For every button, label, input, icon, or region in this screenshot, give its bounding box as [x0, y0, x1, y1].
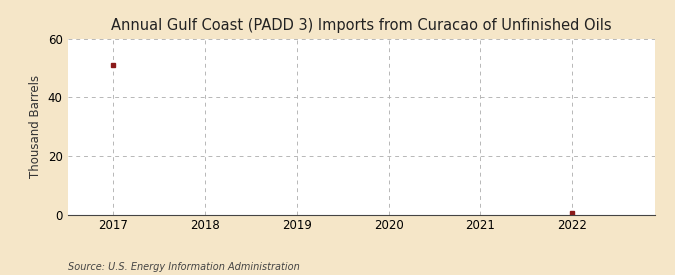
- Text: Source: U.S. Energy Information Administration: Source: U.S. Energy Information Administ…: [68, 262, 299, 272]
- Title: Annual Gulf Coast (PADD 3) Imports from Curacao of Unfinished Oils: Annual Gulf Coast (PADD 3) Imports from …: [111, 18, 612, 33]
- Y-axis label: Thousand Barrels: Thousand Barrels: [29, 75, 43, 178]
